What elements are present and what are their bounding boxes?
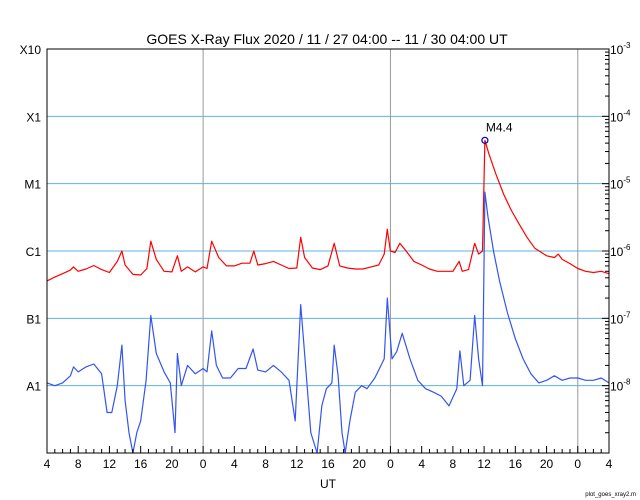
flare-annotation: M4.4 bbox=[481, 120, 513, 144]
class-label: X1 bbox=[26, 110, 41, 124]
footer-filename: plot_goes_xray2.m bbox=[585, 492, 636, 498]
class-label: B1 bbox=[26, 312, 41, 326]
x-axis-label: UT bbox=[320, 477, 337, 491]
x-tick-label: 8 bbox=[75, 457, 82, 471]
x-tick-label: 12 bbox=[103, 457, 117, 471]
series-layer bbox=[46, 139, 610, 454]
x-tick-label: 20 bbox=[165, 457, 179, 471]
x-tick-label: 16 bbox=[134, 457, 148, 471]
x-tick-label: 8 bbox=[262, 457, 269, 471]
flare-peak-marker bbox=[481, 136, 489, 144]
x-tick-label: 0 bbox=[200, 457, 207, 471]
right-axis-label: 10-3 bbox=[610, 41, 631, 57]
x-tick-label: 4 bbox=[418, 457, 425, 471]
x-tick-label: 0 bbox=[387, 457, 394, 471]
right-axis-label: 10-4 bbox=[610, 108, 631, 124]
x-tick-label: 16 bbox=[509, 457, 523, 471]
x-tick-label: 20 bbox=[540, 457, 554, 471]
x-tick-label: 12 bbox=[290, 457, 304, 471]
axis-ticks: A1 B1 C1 M1 X1 X10 10-3 10-4 10-5 10-6 10-7 10-8 4 8 1… bbox=[20, 41, 631, 471]
grid-lines bbox=[47, 49, 609, 453]
chart-title: GOES X-Ray Flux 2020 / 11 / 27 04:00 -- … bbox=[146, 31, 508, 47]
flare-peak-label: M4.4 bbox=[486, 120, 513, 134]
x-tick-label: 12 bbox=[477, 457, 491, 471]
series-line-short bbox=[46, 191, 610, 454]
series-line-long bbox=[46, 139, 610, 282]
right-axis-label: 10-7 bbox=[610, 310, 631, 326]
right-axis-label: 10-6 bbox=[610, 243, 631, 259]
right-axis-label: 10-5 bbox=[610, 176, 631, 192]
class-label: X10 bbox=[20, 43, 42, 57]
x-tick-label: 0 bbox=[574, 457, 581, 471]
x-tick-label: 4 bbox=[44, 457, 51, 471]
right-axis-label: 10-8 bbox=[610, 378, 631, 394]
class-label: A1 bbox=[26, 380, 41, 394]
class-label: C1 bbox=[26, 245, 42, 259]
x-tick-label: 20 bbox=[353, 457, 367, 471]
x-tick-label: 8 bbox=[450, 457, 457, 471]
x-tick-label: 16 bbox=[321, 457, 335, 471]
x-tick-label: 4 bbox=[231, 457, 238, 471]
class-label: M1 bbox=[24, 178, 41, 192]
x-tick-label: 4 bbox=[606, 457, 613, 471]
